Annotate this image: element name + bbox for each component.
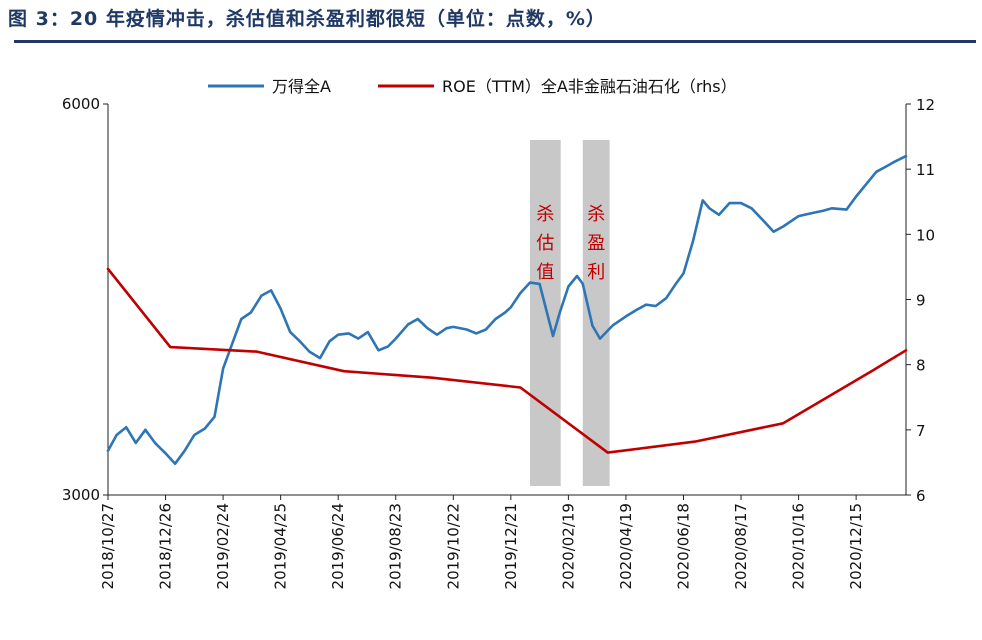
- x-tick-label-1: 2018/12/26: [157, 503, 175, 589]
- x-tick-label-3: 2019/04/25: [272, 503, 290, 589]
- axes: 6000 3000 6 7 8 9 10 11 12 2018/10/27 2018/12/26 20…: [62, 95, 935, 589]
- shaded-period-label-1: 杀估值: [536, 204, 554, 283]
- legend-label-1: 万得全A: [272, 77, 331, 96]
- x-tick-label-4: 2019/06/24: [329, 503, 347, 589]
- left-y-tick-label-0: 6000: [62, 95, 100, 113]
- x-tick-label-0: 2018/10/27: [99, 503, 117, 589]
- x-tick-label-12: 2020/10/16: [790, 503, 808, 589]
- shaded-periods: [530, 140, 610, 486]
- figure-title: 图 3：20 年疫情冲击，杀估值和杀盈利都很短（单位：点数，%）: [8, 8, 606, 30]
- right-y-tick-label-4: 10: [916, 226, 935, 244]
- x-tick-label-5: 2019/08/23: [387, 503, 405, 589]
- series-line-2: [106, 267, 908, 454]
- x-tick-label-8: 2020/02/19: [559, 503, 577, 589]
- right-y-tick-label-2: 8: [916, 357, 926, 375]
- x-tick-label-13: 2020/12/15: [847, 503, 865, 589]
- x-tick-label-7: 2019/12/21: [502, 503, 520, 589]
- x-tick-label-10: 2020/06/18: [674, 503, 692, 589]
- shaded-period-label-2: 杀盈利: [587, 204, 605, 283]
- x-tick-label-11: 2020/08/17: [732, 503, 750, 589]
- right-y-tick-label-0: 6: [916, 487, 926, 505]
- x-tick-label-9: 2020/04/19: [617, 503, 635, 589]
- annotations: 杀估值 杀盈利: [536, 204, 605, 283]
- series: [106, 154, 908, 466]
- legend-label-2: ROE（TTM）全A非金融石油石化（rhs）: [442, 77, 737, 96]
- right-y-tick-label-5: 11: [916, 161, 935, 179]
- series-line-1: [106, 154, 908, 466]
- x-tick-label-2: 2019/02/24: [214, 503, 232, 589]
- left-y-tick-label-1: 3000: [62, 486, 100, 504]
- right-y-tick-label-1: 7: [916, 422, 926, 440]
- title-underline: [14, 40, 976, 43]
- right-y-tick-label-6: 12: [916, 96, 935, 114]
- shaded-period-1: [530, 140, 561, 486]
- shaded-period-2: [582, 140, 610, 486]
- legend: 万得全A ROE（TTM）全A非金融石油石化（rhs）: [208, 77, 737, 96]
- right-y-tick-label-3: 9: [916, 292, 926, 310]
- x-tick-label-6: 2019/10/22: [444, 503, 462, 589]
